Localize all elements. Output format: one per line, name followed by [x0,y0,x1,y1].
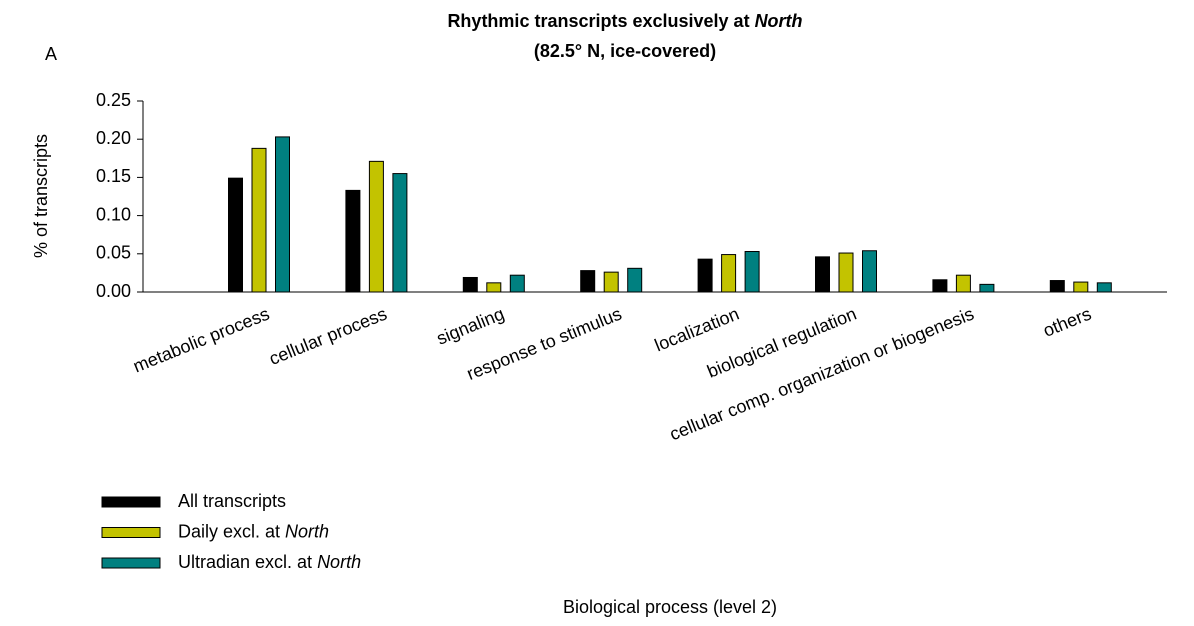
y-tick-label: 0.25 [96,90,131,110]
legend-swatch [101,557,161,569]
legend-swatch [101,496,161,508]
bar [603,271,619,293]
legend-swatch [101,527,161,538]
bar [721,254,737,293]
legend-label: Ultradian excl. at North [178,552,361,572]
y-tick-label: 0.15 [96,166,131,186]
panel-label: A [45,44,57,64]
x-tick-label: signaling [434,304,507,349]
bar [932,279,948,293]
y-tick-label: 0.20 [96,128,131,148]
x-tick-label: localization [652,304,742,356]
y-tick-label: 0.05 [96,243,131,263]
bar [462,276,478,293]
bar [627,267,643,293]
y-tick-label: 0.10 [96,204,131,224]
bar [228,177,243,293]
bar [345,189,361,293]
y-tick-label: 0.00 [96,281,131,301]
legend-label: All transcripts [178,491,286,511]
bar [1073,281,1089,293]
bar [1096,282,1112,293]
x-tick-label: metabolic process [130,304,272,377]
bar [275,136,290,293]
bar [1049,280,1065,293]
x-axis-label: Biological process (level 2) [563,597,777,617]
bar [368,160,384,293]
bar [392,173,408,293]
chart-title: Rhythmic transcripts exclusively at Nort… [447,11,802,31]
bar [815,256,830,293]
bar [251,147,267,293]
x-tick-label: cellular process [266,304,389,369]
bar [697,258,713,293]
bar [744,251,760,293]
bar [838,252,854,293]
legend-label: Daily excl. at North [178,521,329,541]
bar [580,270,596,293]
bar [955,274,971,293]
bar [486,282,502,293]
y-axis-label: % of transcripts [31,134,51,258]
bar [979,283,995,293]
bar [509,274,525,293]
chart-title: (82.5° N, ice-covered) [534,41,716,61]
x-tick-label: others [1040,304,1094,341]
bar [862,250,877,293]
